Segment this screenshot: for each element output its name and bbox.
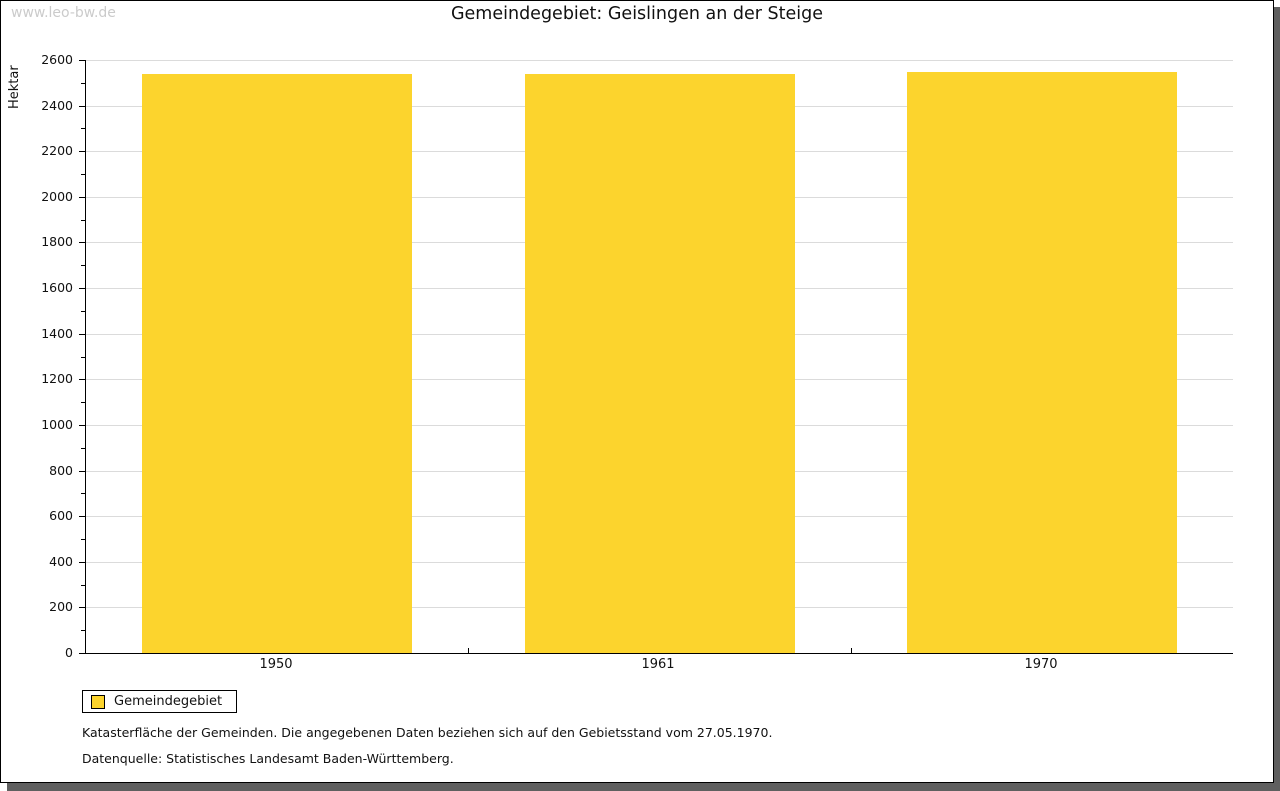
y-minor-tick-500 bbox=[81, 539, 85, 540]
x-boundary-tick-2 bbox=[851, 648, 852, 653]
y-minor-tick-1300 bbox=[81, 357, 85, 358]
y-major-tick-2000 bbox=[79, 197, 85, 198]
x-tick-label-1950: 1950 bbox=[259, 657, 293, 672]
y-axis-label: Hektar bbox=[7, 65, 22, 109]
y-minor-tick-2100 bbox=[81, 174, 85, 175]
y-minor-tick-1500 bbox=[81, 311, 85, 312]
chart-title: Gemeindegebiet: Geislingen an der Steige bbox=[450, 4, 824, 24]
y-major-tick-1600 bbox=[79, 288, 85, 289]
y-major-tick-1800 bbox=[79, 242, 85, 243]
y-major-tick-1200 bbox=[79, 379, 85, 380]
y-tick-label-800: 800 bbox=[49, 463, 73, 478]
y-major-tick-200 bbox=[79, 607, 85, 608]
y-tick-label-1000: 1000 bbox=[41, 417, 73, 432]
y-tick-label-1400: 1400 bbox=[41, 326, 73, 341]
watermark: www.leo-bw.de bbox=[11, 5, 116, 21]
y-minor-tick-100 bbox=[81, 630, 85, 631]
y-tick-label-0: 0 bbox=[65, 645, 73, 660]
footnote-data-source: Datenquelle: Statistisches Landesamt Bad… bbox=[82, 751, 454, 766]
y-major-tick-400 bbox=[79, 562, 85, 563]
y-tick-label-2000: 2000 bbox=[41, 189, 73, 204]
footnote-source-note: Katasterfläche der Gemeinden. Die angege… bbox=[82, 725, 773, 740]
y-minor-tick-2500 bbox=[81, 83, 85, 84]
x-tick-label-1970: 1970 bbox=[1024, 657, 1058, 672]
bar-1950 bbox=[142, 74, 412, 653]
y-tick-label-2600: 2600 bbox=[41, 52, 73, 67]
y-major-tick-0 bbox=[79, 653, 85, 654]
y-minor-tick-300 bbox=[81, 585, 85, 586]
y-major-tick-2600 bbox=[79, 60, 85, 61]
y-tick-label-1800: 1800 bbox=[41, 234, 73, 249]
y-tick-label-600: 600 bbox=[49, 508, 73, 523]
y-minor-tick-900 bbox=[81, 448, 85, 449]
plot-area bbox=[85, 60, 1233, 654]
y-tick-label-200: 200 bbox=[49, 599, 73, 614]
y-major-tick-2200 bbox=[79, 151, 85, 152]
y-tick-label-1600: 1600 bbox=[41, 280, 73, 295]
y-tick-label-2400: 2400 bbox=[41, 98, 73, 113]
legend-label: Gemeindegebiet bbox=[114, 694, 223, 709]
y-tick-label-2200: 2200 bbox=[41, 143, 73, 158]
y-minor-tick-700 bbox=[81, 493, 85, 494]
y-major-tick-800 bbox=[79, 471, 85, 472]
x-tick-label-1961: 1961 bbox=[641, 657, 675, 672]
x-boundary-tick-1 bbox=[468, 648, 469, 653]
y-minor-tick-1100 bbox=[81, 402, 85, 403]
y-major-tick-1000 bbox=[79, 425, 85, 426]
y-minor-tick-1700 bbox=[81, 265, 85, 266]
y-tick-label-400: 400 bbox=[49, 554, 73, 569]
y-major-tick-1400 bbox=[79, 334, 85, 335]
y-tick-label-1200: 1200 bbox=[41, 371, 73, 386]
legend: Gemeindegebiet bbox=[82, 690, 238, 713]
y-minor-tick-1900 bbox=[81, 220, 85, 221]
bar-1961 bbox=[525, 74, 795, 653]
legend-swatch bbox=[91, 694, 105, 709]
gridline-2600 bbox=[86, 60, 1233, 61]
y-major-tick-600 bbox=[79, 516, 85, 517]
y-minor-tick-2300 bbox=[81, 128, 85, 129]
y-major-tick-2400 bbox=[79, 106, 85, 107]
bar-1970 bbox=[907, 72, 1177, 653]
